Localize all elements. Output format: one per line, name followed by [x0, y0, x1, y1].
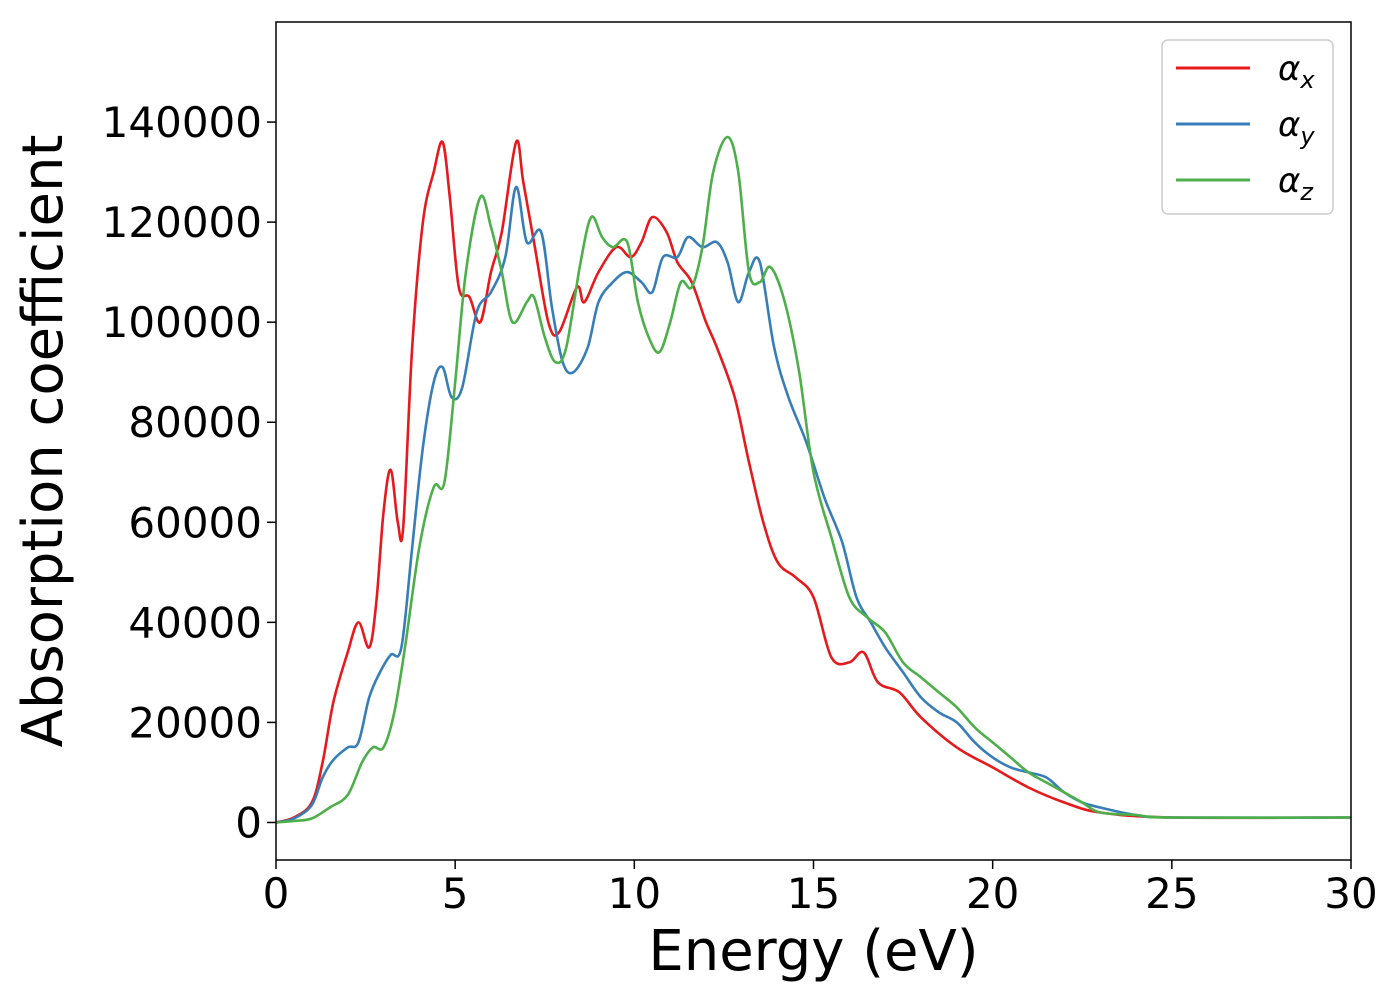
x-tick-label: 20 [966, 869, 1019, 918]
x-tick-label: 30 [1324, 869, 1377, 918]
legend-label-alpha-y: αy [1278, 105, 1315, 150]
y-tick-label: 20000 [128, 698, 262, 747]
series-line-alpha-y [275, 185, 1352, 824]
x-tick-label: 15 [787, 869, 840, 918]
y-tick-label: 80000 [128, 398, 262, 447]
y-tick-label: 40000 [128, 598, 262, 647]
legend-label-alpha-x: αx [1278, 49, 1315, 94]
x-axis-title: Energy (eV) [648, 919, 978, 984]
y-tick-label: 140000 [102, 98, 262, 147]
y-tick-label: 0 [235, 798, 262, 847]
ticks-layer: 0 5 10 15 20 25 30 0 20000 40000 60000 80000 100000 1… [102, 98, 1378, 918]
series-line-alpha-z [275, 135, 1352, 824]
legend: αx αy αz [1161, 39, 1334, 215]
x-tick-label: 5 [442, 869, 469, 918]
y-tick-label: 120000 [102, 198, 262, 247]
x-tick-label: 0 [263, 869, 290, 918]
y-axis-title: Absorption coefficient [11, 135, 76, 748]
y-tick-label: 100000 [102, 298, 262, 347]
x-tick-label: 10 [608, 869, 661, 918]
x-tick-label: 25 [1145, 869, 1198, 918]
series-line-alpha-x [275, 139, 1352, 824]
series-layer [275, 135, 1352, 824]
legend-label-alpha-z: αz [1278, 161, 1314, 206]
y-tick-label: 60000 [128, 498, 262, 547]
legend-box [1161, 39, 1334, 215]
